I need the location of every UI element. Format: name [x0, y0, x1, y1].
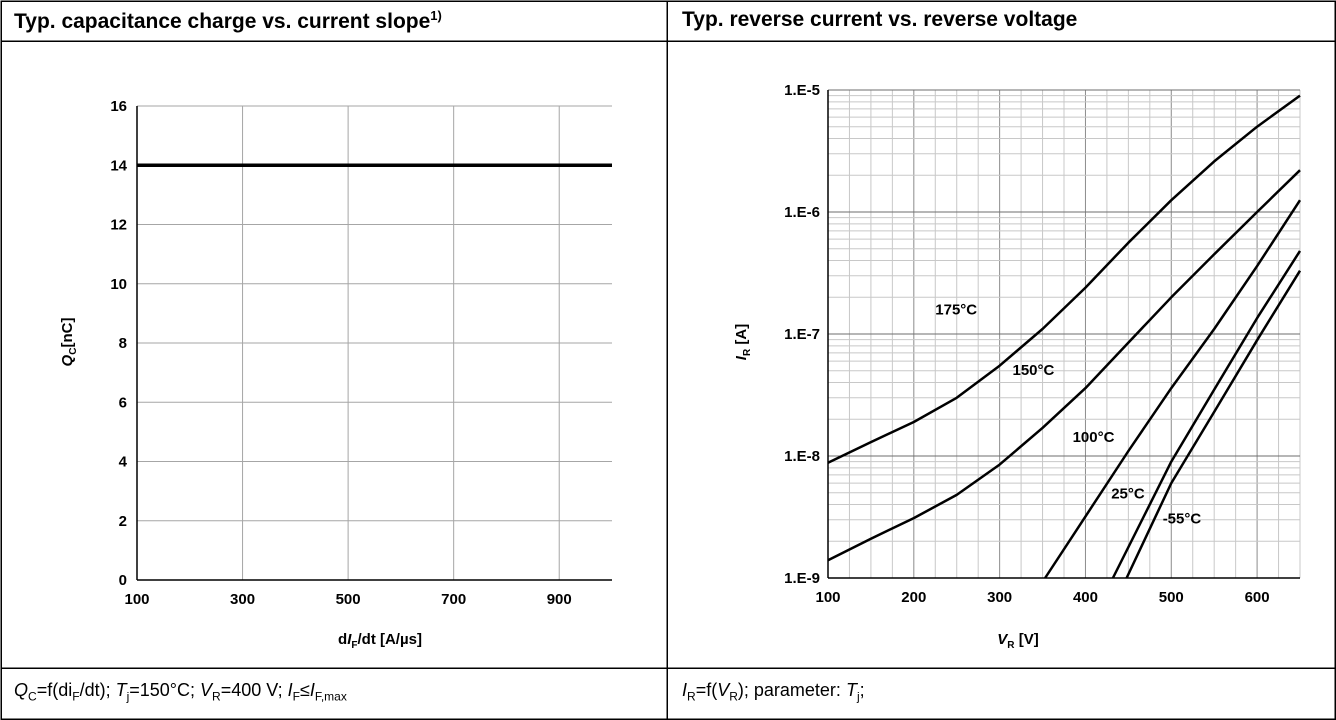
- left-y-tick-label: 8: [119, 335, 127, 352]
- right-series-label-3: 25°C: [1111, 485, 1145, 502]
- left-y-tick-label: 0: [119, 572, 127, 589]
- left-x-tick-label: 300: [230, 591, 255, 608]
- left-y-tick-label: 12: [110, 217, 127, 234]
- right-series-line-2: [1044, 199, 1302, 579]
- right-x-tick-label: 400: [1073, 589, 1098, 606]
- left-panel-title: Typ. capacitance charge vs. current slop…: [14, 8, 442, 34]
- right-x-tick-label: 500: [1159, 589, 1184, 606]
- right-series-label-2: 100°C: [1073, 429, 1115, 446]
- right-series-line-1: [827, 169, 1301, 562]
- right-grid: [827, 89, 1301, 579]
- left-y-tick-label: 4: [119, 454, 128, 471]
- right-x-tick-label: 300: [987, 589, 1012, 606]
- left-y-tick-label: 14: [110, 157, 127, 174]
- right-y-tick-label: 1.E-5: [784, 82, 820, 99]
- left-x-tick-label: 700: [441, 591, 466, 608]
- right-series-line-4: [1125, 270, 1302, 579]
- right-y-tick-labels: 1.E-9 1.E-8 1.E-7 1.E-6 1.E-5: [784, 82, 820, 587]
- reverse-current-chart: 175°C 150°C 100°C 25°C -55°C 1.E-9 1.E-8 1.E-7…: [733, 82, 1302, 651]
- left-caption: QC=f(diF/dt); Tj=150°C; VR=400 V; IF≤IF,…: [14, 680, 347, 704]
- right-caption: IR=f(VR); parameter: Tj;: [682, 680, 865, 704]
- left-x-tick-labels: 100 300 500 700 900: [124, 591, 571, 608]
- right-axes: [827, 90, 1300, 579]
- left-y-tick-labels: 0 2 4 6 8 10 12 14 16: [110, 98, 127, 589]
- right-series-layer: [827, 94, 1302, 579]
- left-title-text: Typ. capacitance charge vs. current slop…: [14, 10, 431, 33]
- left-grid: [137, 105, 612, 581]
- left-axes: [136, 106, 612, 581]
- right-x-tick-label: 200: [901, 589, 926, 606]
- right-series-line-0: [827, 94, 1301, 464]
- right-x-axis-label: VR [V]: [997, 631, 1038, 651]
- right-y-tick-label: 1.E-9: [784, 570, 820, 587]
- capacitance-charge-chart: 0 2 4 6 8 10 12 14 16 100 300 500 700 900 dIF/dt [A/…: [59, 98, 612, 651]
- right-x-tick-label: 600: [1245, 589, 1270, 606]
- left-y-axis-label: QC[nC]: [59, 318, 79, 367]
- right-y-tick-label: 1.E-7: [784, 326, 820, 343]
- right-y-axis-label: IR [A]: [733, 324, 753, 360]
- left-y-tick-label: 6: [119, 394, 127, 411]
- right-title-text: Typ. reverse current vs. reverse voltage: [682, 8, 1078, 31]
- left-x-axis-label: dIF/dt [A/µs]: [338, 631, 422, 651]
- right-series-labels: 175°C 150°C 100°C 25°C -55°C: [935, 301, 1201, 527]
- right-panel-title: Typ. reverse current vs. reverse voltage: [682, 8, 1077, 32]
- left-y-tick-label: 10: [110, 276, 127, 293]
- right-series-label-1: 150°C: [1013, 362, 1055, 379]
- left-x-tick-label: 100: [124, 591, 149, 608]
- right-series-line-3: [1111, 250, 1302, 579]
- right-y-tick-label: 1.E-6: [784, 204, 820, 221]
- right-x-tick-labels: 100 200 300 400 500 600: [815, 589, 1269, 606]
- left-title-footnote: 1): [430, 8, 442, 23]
- left-x-tick-label: 900: [547, 591, 572, 608]
- right-y-tick-label: 1.E-8: [784, 448, 820, 465]
- right-series-label-4: -55°C: [1163, 510, 1202, 527]
- right-series-label-0: 175°C: [935, 301, 977, 318]
- right-x-tick-label: 100: [815, 589, 840, 606]
- left-y-tick-label: 2: [119, 513, 127, 530]
- left-y-tick-label: 16: [110, 98, 127, 115]
- left-x-tick-label: 500: [336, 591, 361, 608]
